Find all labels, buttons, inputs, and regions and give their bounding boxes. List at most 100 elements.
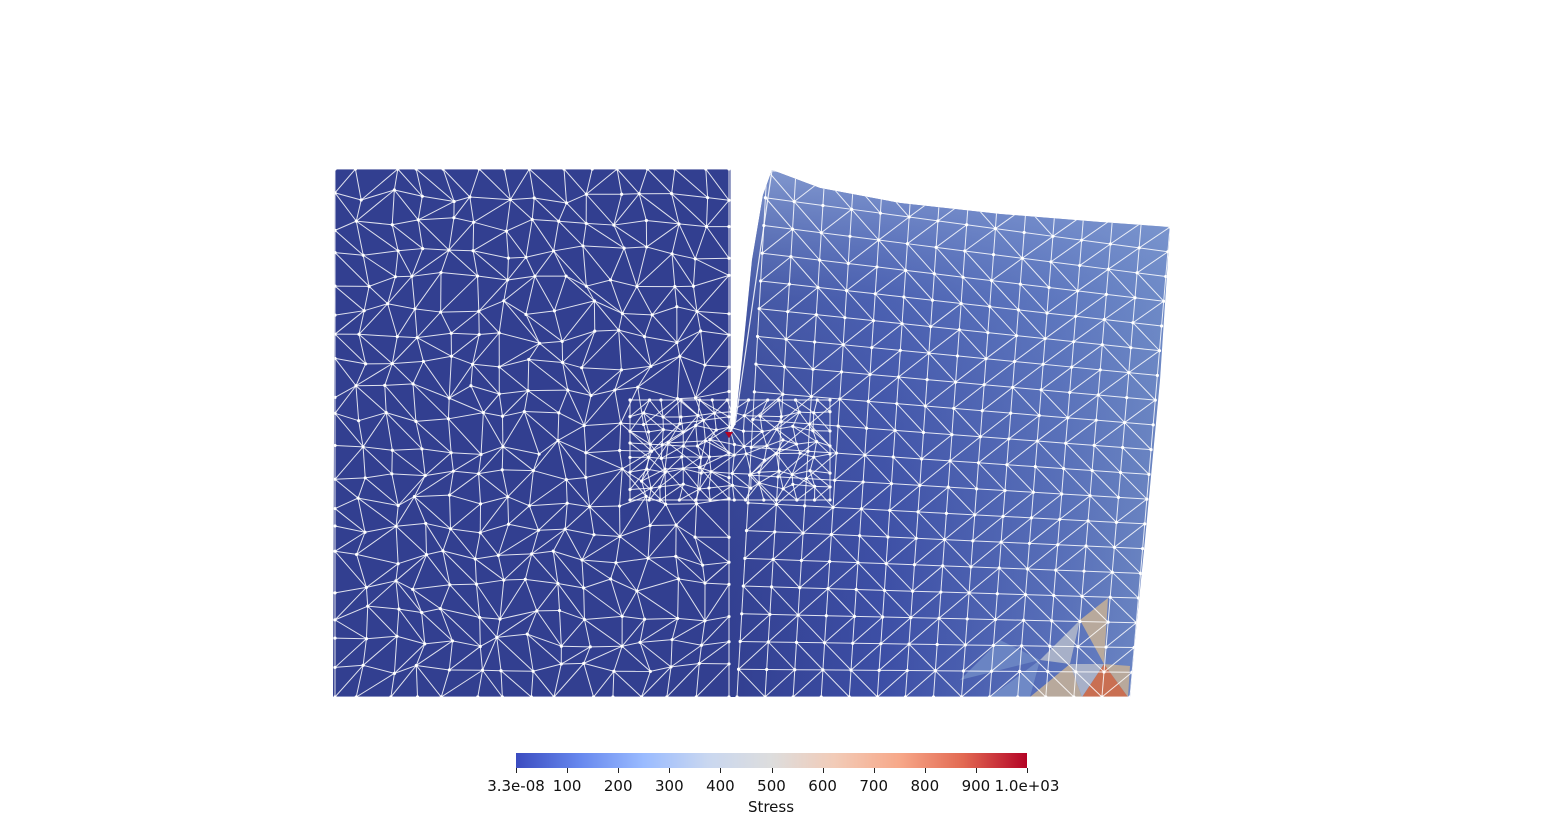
- mesh-edge: [1122, 422, 1126, 448]
- mesh-edge: [650, 666, 672, 672]
- mesh-edge: [989, 671, 1020, 697]
- mesh-edge: [918, 511, 947, 514]
- mesh-node: [502, 169, 506, 171]
- mesh-node: [766, 398, 770, 402]
- mesh-edge: [934, 273, 964, 278]
- mesh-edge: [1025, 568, 1028, 595]
- mesh-edge: [814, 314, 817, 343]
- mesh-edge: [415, 169, 455, 202]
- mesh-edge: [523, 411, 540, 455]
- mesh-edge: [421, 612, 453, 642]
- mesh-edge: [1163, 276, 1167, 302]
- mesh-node: [423, 642, 427, 646]
- mesh-node: [703, 581, 707, 585]
- mesh-edge: [1018, 309, 1046, 340]
- mesh-edge: [629, 412, 644, 418]
- mesh-node: [650, 313, 654, 317]
- mesh-edge: [412, 589, 423, 613]
- mesh-edge: [391, 224, 423, 249]
- mesh-edge: [415, 421, 423, 450]
- mesh-edge: [1002, 490, 1006, 517]
- colorbar-gradient: [516, 753, 1027, 768]
- mesh-node: [1094, 418, 1098, 422]
- mesh-edge: [795, 399, 815, 414]
- mesh-edge: [1089, 470, 1093, 496]
- mesh-edge: [334, 169, 356, 194]
- mesh-edge: [819, 232, 822, 261]
- mesh-edge: [772, 531, 776, 560]
- mesh-edge: [480, 636, 498, 647]
- mesh-edge: [928, 329, 960, 354]
- mesh-edge: [640, 639, 673, 643]
- mesh-edge: [334, 587, 367, 621]
- mesh-edge: [702, 420, 706, 441]
- mesh-edge: [482, 637, 498, 671]
- mesh-edge: [619, 496, 647, 537]
- mesh-edge: [553, 250, 587, 287]
- mesh-edge: [827, 588, 855, 617]
- mesh-node: [661, 427, 665, 432]
- mesh-edge: [1004, 490, 1034, 493]
- mesh-edge: [809, 398, 841, 425]
- mesh-edge: [525, 310, 555, 315]
- mesh-edge: [782, 366, 785, 395]
- mesh-edge: [749, 474, 777, 505]
- mesh-edge: [699, 473, 702, 489]
- mesh-edge: [1128, 372, 1158, 376]
- mesh-edge: [583, 663, 595, 697]
- mesh-node: [735, 695, 739, 697]
- mesh-edge: [1014, 338, 1046, 362]
- mesh-node: [973, 513, 977, 517]
- mesh-edge: [393, 189, 419, 221]
- mesh-edge: [758, 280, 762, 309]
- mesh-edge: [817, 287, 846, 319]
- mesh-node: [497, 365, 501, 369]
- mesh-edge: [502, 446, 534, 471]
- mesh-edge: [639, 619, 646, 643]
- mesh-node: [797, 410, 801, 414]
- mesh-edge: [1105, 269, 1109, 295]
- mesh-edge: [449, 397, 484, 414]
- mesh-node: [742, 444, 746, 449]
- mesh-edge: [355, 665, 364, 697]
- mesh-edge: [527, 390, 560, 414]
- mesh-edge: [357, 497, 397, 527]
- mesh-edge: [676, 306, 698, 312]
- mesh-edge: [867, 374, 871, 402]
- mesh-node: [730, 483, 735, 487]
- mesh-edge: [772, 559, 801, 589]
- mesh-node: [1005, 463, 1009, 467]
- mesh-edge: [928, 352, 958, 357]
- mesh-node: [1100, 343, 1104, 347]
- mesh-node: [1116, 495, 1121, 499]
- mesh-edge: [1139, 247, 1168, 253]
- mesh-edge: [913, 538, 917, 565]
- mesh-edge: [528, 358, 563, 363]
- mesh-edge: [643, 412, 664, 430]
- mesh-edge: [425, 470, 454, 477]
- mesh-edge: [1165, 251, 1169, 277]
- mesh-node: [424, 553, 429, 557]
- mesh-edge: [391, 336, 398, 364]
- mesh-edge: [618, 330, 622, 370]
- mesh-edge: [677, 397, 696, 400]
- mesh-edge: [776, 411, 800, 430]
- mesh-edge: [782, 474, 793, 490]
- mesh-edge: [613, 646, 623, 672]
- mesh-edge: [496, 633, 528, 638]
- mesh-edge: [610, 247, 625, 281]
- mesh-edge: [1027, 544, 1059, 570]
- mesh-edge: [416, 664, 450, 671]
- mesh-edge: [622, 615, 645, 620]
- mesh-node: [698, 329, 703, 333]
- mesh-edge: [581, 329, 620, 369]
- mesh-edge: [936, 618, 940, 645]
- mesh-node: [696, 413, 700, 418]
- mesh-node: [727, 425, 732, 429]
- mesh-node: [1151, 423, 1155, 427]
- mesh-edge: [925, 405, 954, 409]
- mesh-cell: [1040, 620, 1080, 664]
- mesh-node: [354, 552, 359, 557]
- mesh-edge: [412, 383, 450, 399]
